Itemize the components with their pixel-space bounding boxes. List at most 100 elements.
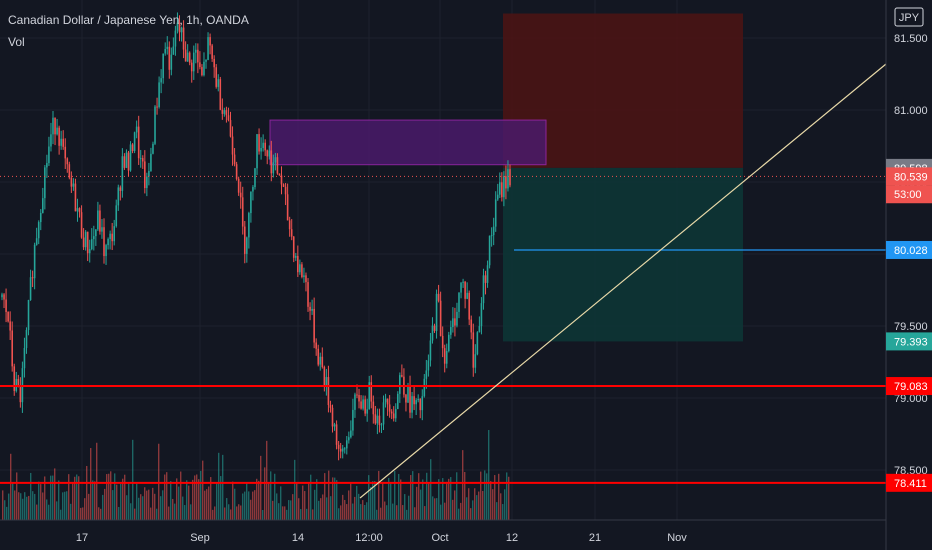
volume-bar bbox=[18, 492, 20, 520]
candle-body bbox=[380, 424, 383, 426]
candle-body bbox=[241, 197, 244, 227]
symbol-title: Canadian Dollar / Japanese Yen, 1h, OAND… bbox=[8, 13, 249, 27]
x-tick-label: 14 bbox=[292, 532, 304, 544]
candle-body bbox=[331, 407, 334, 427]
price-label-support bbox=[886, 377, 932, 396]
volume-bar bbox=[276, 493, 278, 520]
candle-body bbox=[276, 157, 279, 174]
volume-bar bbox=[36, 504, 38, 520]
candle-body bbox=[82, 237, 85, 248]
candle-body bbox=[7, 311, 9, 322]
candle-body bbox=[309, 306, 311, 311]
volume-bar bbox=[8, 493, 10, 520]
candle-body bbox=[223, 110, 226, 114]
candle-body bbox=[454, 318, 456, 326]
volume-bar bbox=[94, 481, 96, 520]
volume-bar bbox=[28, 495, 30, 520]
candle-body bbox=[505, 176, 507, 189]
candle-body bbox=[113, 226, 116, 242]
volume-bar bbox=[140, 494, 142, 520]
candle-body bbox=[129, 144, 132, 171]
volume-bar bbox=[428, 482, 430, 520]
volume-bar bbox=[364, 505, 366, 520]
candle-body bbox=[374, 414, 377, 424]
volume-bar bbox=[456, 472, 458, 520]
volume-bar bbox=[142, 496, 144, 520]
volume-bar bbox=[176, 478, 178, 520]
candle-body bbox=[484, 275, 487, 283]
volume-bar bbox=[138, 497, 140, 520]
candle-body bbox=[131, 144, 134, 151]
candle-body bbox=[86, 231, 89, 254]
volume-bar bbox=[16, 472, 18, 520]
volume-bar bbox=[2, 490, 4, 520]
price-axis[interactable] bbox=[886, 0, 932, 550]
trendline[interactable] bbox=[359, 63, 887, 499]
candle-body bbox=[190, 62, 193, 72]
candle-body bbox=[219, 79, 222, 110]
volume-bar bbox=[60, 509, 62, 520]
volume-bar bbox=[424, 506, 426, 520]
candle-body bbox=[421, 396, 424, 411]
candle-body bbox=[170, 54, 173, 70]
volume-bar bbox=[20, 493, 22, 520]
volume-bar bbox=[340, 505, 342, 520]
volume-bar bbox=[496, 502, 498, 520]
candle-body bbox=[158, 82, 160, 108]
candle-body bbox=[329, 404, 332, 408]
volume-bar bbox=[90, 448, 92, 520]
candle-body bbox=[213, 58, 215, 68]
candle-body bbox=[321, 356, 324, 367]
volume-bar bbox=[132, 439, 134, 520]
candle-body bbox=[348, 437, 350, 441]
candle-body bbox=[343, 448, 346, 450]
candle-body bbox=[119, 187, 122, 191]
candle-body bbox=[95, 229, 97, 237]
volume-bar bbox=[398, 473, 400, 520]
candle-body bbox=[139, 158, 142, 160]
candle-body bbox=[27, 299, 30, 330]
take-profit-zone[interactable] bbox=[503, 167, 743, 342]
volume-bar bbox=[436, 498, 438, 520]
currency-badge[interactable] bbox=[894, 7, 924, 27]
volume-bar bbox=[334, 477, 336, 520]
volume-bar bbox=[44, 476, 46, 520]
volume-bar bbox=[438, 479, 440, 520]
candle-body bbox=[166, 46, 169, 50]
candle-body bbox=[294, 255, 297, 258]
volume-bar bbox=[170, 481, 172, 520]
candle-body bbox=[209, 37, 211, 46]
volume-bar bbox=[234, 488, 236, 520]
candle-body bbox=[429, 340, 432, 361]
candle-body bbox=[99, 210, 101, 232]
volume-bar bbox=[4, 500, 6, 520]
candle-body bbox=[292, 236, 295, 258]
candle-body bbox=[486, 265, 489, 283]
volume-bar bbox=[172, 498, 174, 520]
candle-body bbox=[272, 162, 275, 174]
candle-body bbox=[156, 106, 158, 108]
candle-body bbox=[203, 61, 205, 76]
supply-zone-box[interactable] bbox=[269, 119, 547, 166]
candle-body bbox=[11, 330, 14, 367]
candle-body bbox=[401, 375, 403, 377]
candle-body bbox=[39, 212, 42, 223]
volume-bar bbox=[394, 471, 396, 520]
candle-body bbox=[115, 205, 118, 227]
price-label-target bbox=[886, 240, 932, 259]
volume-bar bbox=[342, 494, 344, 520]
volume-bar bbox=[228, 504, 230, 520]
volume-bar bbox=[136, 483, 138, 520]
candle-body bbox=[462, 281, 464, 283]
candle-body bbox=[307, 282, 309, 307]
candle-body bbox=[450, 327, 452, 335]
volume-bar bbox=[116, 484, 118, 520]
volume-bar bbox=[492, 489, 494, 520]
volume-bar bbox=[288, 500, 290, 520]
candle-body bbox=[80, 212, 83, 238]
y-tick-label: 81.500 bbox=[894, 33, 928, 45]
volume-bar bbox=[460, 502, 462, 520]
volume-bar bbox=[480, 471, 482, 520]
candle-body bbox=[215, 67, 218, 87]
